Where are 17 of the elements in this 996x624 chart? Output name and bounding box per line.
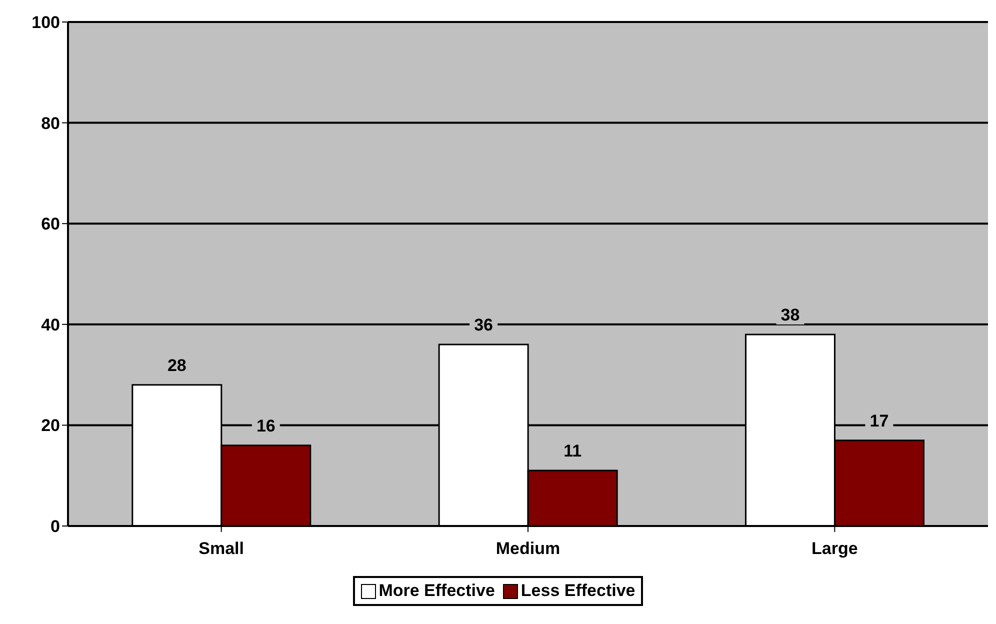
data-label: 17 bbox=[870, 411, 889, 430]
data-label: 36 bbox=[474, 316, 494, 335]
x-tick-label: Large bbox=[812, 539, 858, 558]
x-tick-label: Small bbox=[198, 539, 244, 558]
x-tick-label: Medium bbox=[496, 539, 560, 558]
legend-label: More Effective bbox=[378, 581, 495, 601]
data-label: 11 bbox=[564, 442, 582, 461]
y-tick-label: 40 bbox=[41, 315, 60, 334]
data-label: 16 bbox=[256, 416, 276, 436]
y-tick-label: 60 bbox=[41, 214, 60, 234]
y-tick-label: 0 bbox=[50, 517, 60, 536]
y-tick-label: 20 bbox=[41, 416, 60, 436]
y-tick-label: 80 bbox=[41, 114, 60, 133]
data-label: 38 bbox=[780, 305, 800, 324]
legend-label: Less Effective bbox=[520, 581, 636, 601]
data-label: 28 bbox=[167, 356, 186, 375]
y-tick-label: 100 bbox=[32, 13, 60, 32]
